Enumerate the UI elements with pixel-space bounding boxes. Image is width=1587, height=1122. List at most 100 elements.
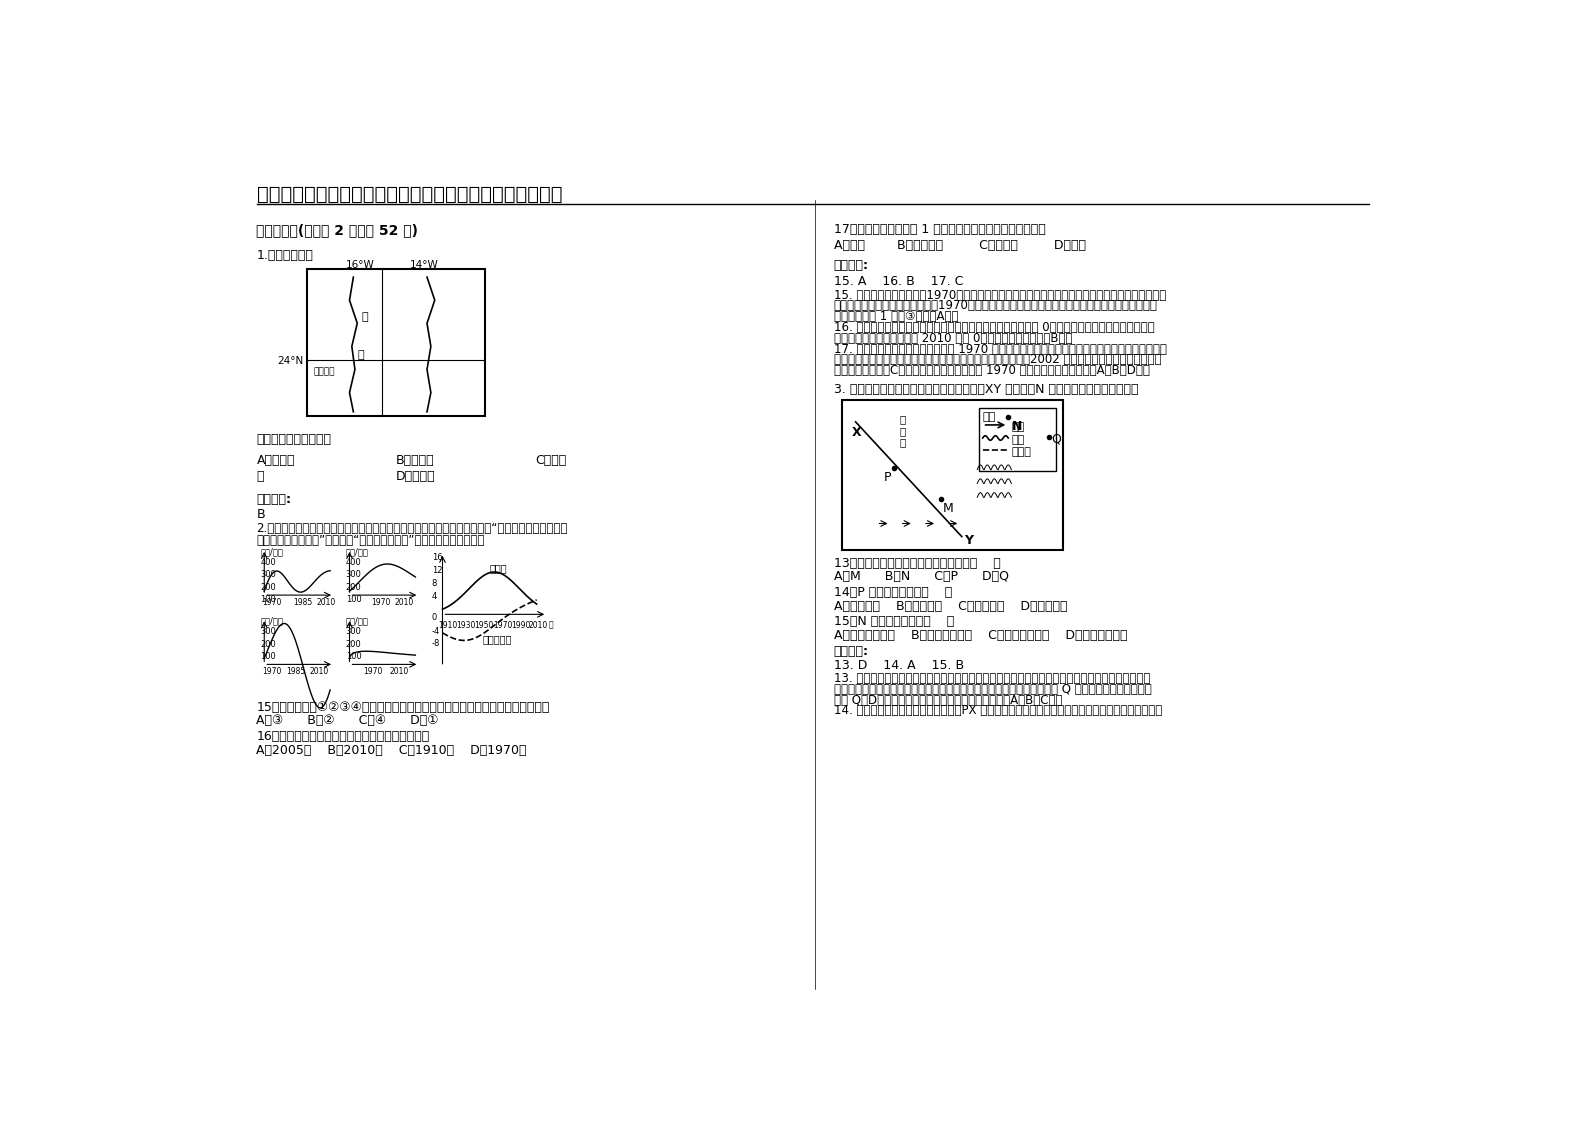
Text: A．太平洋: A．太平洋 — [257, 454, 295, 467]
Text: 300: 300 — [260, 627, 276, 636]
Text: 人数/百万: 人数/百万 — [346, 617, 368, 626]
Text: 福建省漳州市和坑华侨中学高三地理下学期期末试卷含解析: 福建省漳州市和坑华侨中学高三地理下学期期末试卷含解析 — [257, 185, 562, 204]
Text: 球。自转线速度由赤道向两极递减，结合指向标，图上四地纬度最高的是 Q 地，地球自转线速度最小: 球。自转线速度由赤道向两极递减，结合指向标，图上四地纬度最高的是 Q 地，地球自… — [833, 683, 1152, 696]
Text: 100: 100 — [346, 652, 362, 661]
Text: 山脉: 山脉 — [1011, 435, 1025, 445]
Text: 1.读下图，回答: 1.读下图，回答 — [257, 249, 313, 261]
Text: 15．N 地的气候特征是（    ）: 15．N 地的气候特征是（ ） — [833, 615, 954, 628]
Text: X: X — [852, 425, 862, 439]
Text: 4: 4 — [432, 592, 436, 601]
Text: 图中洋流所在的大洋为: 图中洋流所在的大洋为 — [257, 433, 332, 445]
Text: N: N — [1013, 421, 1022, 433]
Text: 2010: 2010 — [528, 620, 548, 629]
Text: A．2005年    B．2010年    C．1910年    D．1970年: A．2005年 B．2010年 C．1910年 D．1970年 — [257, 744, 527, 756]
Text: 14．P 地的天气状况是（    ）: 14．P 地的天气状况是（ ） — [833, 586, 952, 599]
Text: B．大西洋: B．大西洋 — [397, 454, 435, 467]
Text: D．北冰洋: D．北冰洋 — [397, 470, 435, 482]
Text: 参考答案:: 参考答案: — [833, 645, 868, 659]
Text: 15．右图所示的①②③④四幅人口增长曲线，符合左图所示地区人口增长特征的是: 15．右图所示的①②③④四幅人口增长曲线，符合左图所示地区人口增长特征的是 — [257, 700, 549, 714]
Text: 的是 Q，D对。其它地点纬度较低，自转线速度较快，A、B、C错。: 的是 Q，D对。其它地点纬度较低，自转线速度较快，A、B、C错。 — [833, 693, 1062, 707]
Text: 16°W: 16°W — [346, 260, 375, 270]
Text: 200: 200 — [346, 582, 362, 591]
Text: 100: 100 — [260, 595, 276, 604]
Text: 等压线: 等压线 — [1011, 448, 1032, 458]
Text: 3. 下图中洋流为中低纬大洋环流的一部分，XY 为锋线，N 位于陆地，完成下列各题。: 3. 下图中洋流为中低纬大洋环流的一部分，XY 为锋线，N 位于陆地，完成下列各… — [833, 384, 1138, 396]
Text: 图例: 图例 — [982, 412, 997, 422]
Text: 16: 16 — [432, 553, 443, 562]
Text: 最可能是黑龙江，C对。西藏、三峡库区、上海 1970 年前无大规模人口迁入，A、B、D错。: 最可能是黑龙江，C对。西藏、三峡库区、上海 1970 年前无大规模人口迁入，A、… — [833, 365, 1149, 377]
Text: 1985: 1985 — [286, 668, 305, 677]
Text: 1970: 1970 — [363, 668, 382, 677]
Text: 400: 400 — [260, 558, 276, 567]
Text: 16. 人口增长率要结合迁移率和人口自然增长率，二率的和大于 0，则人口总数增加。读图根据图图: 16. 人口增长率要结合迁移率和人口自然增长率，二率的和大于 0，则人口总数增加… — [833, 321, 1154, 334]
Text: 洲: 洲 — [357, 350, 363, 360]
Text: 2010: 2010 — [395, 598, 414, 607]
Text: 15. A    16. B    17. C: 15. A 16. B 17. C — [833, 275, 963, 287]
Text: 参考答案:: 参考答案: — [257, 493, 292, 506]
Text: 300: 300 — [346, 627, 362, 636]
Text: P: P — [884, 471, 890, 484]
Text: 100: 100 — [346, 595, 362, 604]
Text: 等
压
线: 等 压 线 — [900, 414, 906, 448]
Text: 人数/百万: 人数/百万 — [260, 548, 282, 557]
Text: 洋流: 洋流 — [1011, 422, 1025, 432]
Text: 自然增长率: 自然增长率 — [482, 634, 511, 644]
Text: 100: 100 — [260, 652, 276, 661]
Text: 1970: 1970 — [263, 598, 282, 607]
Text: A．M      B．N      C．P      D．Q: A．M B．N C．P D．Q — [833, 570, 1009, 583]
Text: 1950: 1950 — [475, 620, 494, 629]
Text: 一、选择题(每小题 2 分，共 52 分): 一、选择题(每小题 2 分，共 52 分) — [257, 223, 419, 237]
Text: 一曲线判断，二率和大约在 2010 年为 0，所以人口达最大值，B对。: 一曲线判断，二率和大约在 2010 年为 0，所以人口达最大值，B对。 — [833, 332, 1073, 344]
Text: A．西藏        B．三峡库区         C．黑龙江         D．上海: A．西藏 B．三峡库区 C．黑龙江 D．上海 — [833, 239, 1086, 251]
Text: 300: 300 — [260, 570, 276, 579]
Text: 1930: 1930 — [457, 620, 476, 629]
Text: 参考答案:: 参考答案: — [833, 259, 868, 273]
Text: 人数/百万: 人数/百万 — [346, 548, 368, 557]
Text: 200: 200 — [346, 640, 362, 649]
Text: 与自然增长率曲线图”，右图为“人口增长曲线图”。读图回答下面小题。: 与自然增长率曲线图”，右图为“人口增长曲线图”。读图回答下面小题。 — [257, 534, 486, 548]
Text: 0: 0 — [432, 613, 436, 622]
Text: 24°N: 24°N — [278, 357, 303, 366]
Text: 13. 根据材料，图中洋流为中低纬大洋环流的一部分，洋流位于大陆西岸，呈逆时针方向，位于南半: 13. 根据材料，图中洋流为中低纬大洋环流的一部分，洋流位于大陆西岸，呈逆时针方… — [833, 672, 1151, 686]
Text: 2.人口迁移率是指迁移人口占总人口的比重，迁入为正，迁出为负。左图为“我国某地区人口迁移率: 2.人口迁移率是指迁移人口占总人口的比重，迁入为正，迁出为负。左图为“我国某地区… — [257, 522, 568, 535]
Text: 北回归线: 北回归线 — [313, 368, 335, 377]
Text: -4: -4 — [432, 627, 440, 636]
Text: A．③      B．②      C．④      D．①: A．③ B．② C．④ D．① — [257, 715, 440, 727]
Text: 17. 图甲所示地区人口迁移特征是在 1970 年前迁入人口增长快，是政策移民，开发北大荒。之后迁: 17. 图甲所示地区人口迁移特征是在 1970 年前迁入人口增长快，是政策移民，… — [833, 342, 1166, 356]
Text: 400: 400 — [346, 558, 362, 567]
Text: 迁移率: 迁移率 — [489, 563, 508, 572]
Text: A．终年高温多雨    B．终年炎热干燥    C．终年温和多雨    D．终年寒冷干燥: A．终年高温多雨 B．终年炎热干燥 C．终年温和多雨 D．终年寒冷干燥 — [833, 629, 1127, 642]
Text: 1970: 1970 — [371, 598, 390, 607]
Text: 非: 非 — [362, 312, 368, 322]
Text: 2010: 2010 — [309, 668, 329, 677]
Text: Y: Y — [963, 534, 973, 548]
Text: 1970: 1970 — [263, 668, 282, 677]
Text: 15. 读图，根据图甲曲线，1970年前，人口迁移率增长快，人口自然增长率虽然下降，但为正值，说: 15. 读图，根据图甲曲线，1970年前，人口迁移率增长快，人口自然增长率虽然下… — [833, 288, 1166, 302]
Text: A．晴朗天气    B．阴雨绵绵    C．电闪雷鸣    D．寒风刮骨: A．晴朗天气 B．阴雨绵绵 C．电闪雷鸣 D．寒风刮骨 — [833, 600, 1068, 613]
Bar — [306, 269, 486, 415]
Text: 线平缓，与图 1 中的③相符，A对。: 线平缓，与图 1 中的③相符，A对。 — [833, 310, 959, 323]
Text: 14°W: 14°W — [411, 260, 440, 270]
Text: 明该地人口增长快，曲线坡度大。1970年后，迁移率下降，自然增长率下降，人口增长速度减慢，曲: 明该地人口增长快，曲线坡度大。1970年后，迁移率下降，自然增长率下降，人口增长… — [833, 300, 1159, 312]
Bar — [841, 401, 1063, 551]
Text: 人数/百万: 人数/百万 — [260, 617, 282, 626]
Text: 洋: 洋 — [257, 470, 263, 482]
Text: B: B — [257, 508, 265, 521]
Text: 17．下列地区中，与图 1 所示地区人口迁移特征最符合的是: 17．下列地区中，与图 1 所示地区人口迁移特征最符合的是 — [833, 223, 1046, 237]
Text: 年: 年 — [549, 620, 554, 629]
Text: 2010: 2010 — [390, 668, 409, 677]
Text: 1985: 1985 — [294, 598, 313, 607]
Text: 14. 结合上题分析，图示位于南半球，PX 为锋线，位于锋面气旋右侧，是暖锋，南半球锋面气旋呈顺: 14. 结合上题分析，图示位于南半球，PX 为锋线，位于锋面气旋右侧，是暖锋，南… — [833, 705, 1162, 717]
Text: 13. D    14. A    15. B: 13. D 14. A 15. B — [833, 659, 963, 672]
Text: 13．图上四地地球自转线速度最小的是（    ）: 13．图上四地地球自转线速度最小的是（ ） — [833, 557, 1001, 570]
Text: M: M — [943, 502, 954, 515]
Text: 1910: 1910 — [438, 620, 459, 629]
Text: Q: Q — [1051, 433, 1060, 445]
Text: 16．左图所示地区人口数量最多的时间大约出现在: 16．左图所示地区人口数量最多的时间大约出现在 — [257, 729, 430, 743]
Text: 入人口迅速减少，特别是改革开放后，沿海地区经济快速发展，2002 年后人口迁出增加。对应的地区: 入人口迅速减少，特别是改革开放后，沿海地区经济快速发展，2002 年后人口迁出增… — [833, 353, 1162, 366]
Text: 2010: 2010 — [317, 598, 336, 607]
Text: 200: 200 — [260, 582, 276, 591]
Text: 1970: 1970 — [492, 620, 513, 629]
Text: C．印度: C．印度 — [535, 454, 567, 467]
Text: 200: 200 — [260, 640, 276, 649]
